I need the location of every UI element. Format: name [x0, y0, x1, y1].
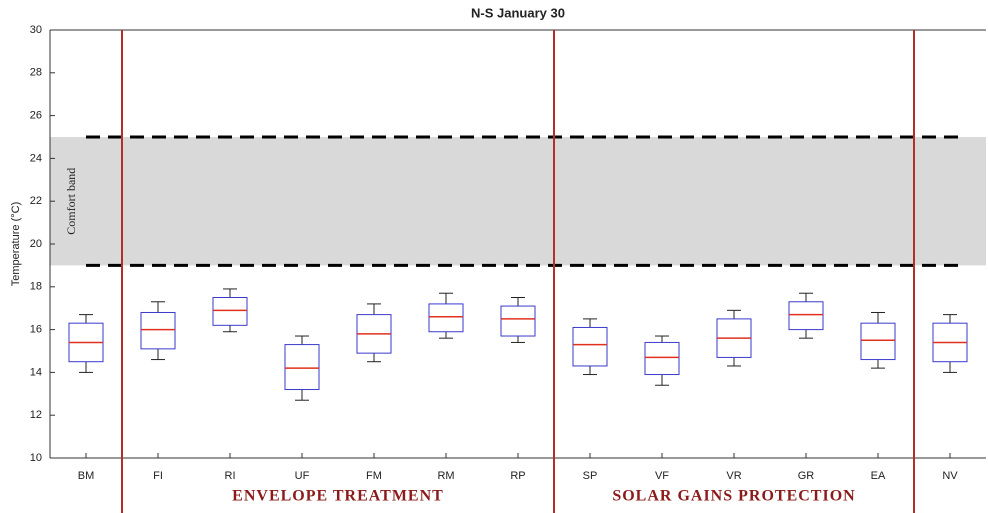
box-plot: [284, 335, 320, 401]
y-tick-label: 30: [30, 24, 42, 36]
x-tick-label: BM: [78, 470, 95, 482]
y-tick-label: 18: [30, 281, 42, 293]
box-plot: [932, 314, 968, 373]
group-label: SOLAR GAINS PROTECTION: [612, 488, 855, 505]
box: [284, 344, 320, 391]
y-tick-label: 10: [30, 452, 42, 464]
x-tick-label: GR: [798, 470, 815, 482]
box: [572, 326, 608, 367]
box-plot: [356, 303, 392, 363]
box: [788, 301, 824, 331]
y-tick-label: 20: [30, 238, 42, 250]
box-plot: [500, 297, 536, 343]
y-tick-label: 26: [30, 110, 42, 122]
x-tick-label: RP: [510, 470, 525, 482]
x-tick-label: EA: [871, 470, 886, 482]
y-tick-label: 16: [30, 324, 42, 336]
box: [644, 341, 680, 376]
y-tick-label: 28: [30, 67, 42, 79]
x-tick-label: RM: [437, 470, 454, 482]
x-tick-label: VF: [655, 470, 669, 482]
box-plot: [788, 292, 824, 339]
box-plot: [716, 309, 752, 367]
box-plot: [572, 318, 608, 376]
group-label: ENVELOPE TREATMENT: [232, 488, 444, 505]
comfort-band: [50, 137, 986, 266]
box-plot: [68, 314, 104, 373]
y-tick-label: 14: [30, 366, 42, 378]
y-tick-label: 22: [30, 195, 42, 207]
box: [500, 305, 536, 337]
x-tick-label: FI: [153, 470, 163, 482]
box: [428, 303, 464, 333]
box-plot: [428, 292, 464, 339]
box-plot: [212, 288, 248, 333]
y-axis-label: Temperature (°C): [10, 202, 22, 286]
box-plot: [860, 311, 896, 369]
x-tick-label: NV: [942, 470, 958, 482]
box: [860, 322, 896, 361]
x-tick-label: FM: [366, 470, 382, 482]
y-tick-label: 12: [30, 409, 42, 421]
x-tick-label: UF: [295, 470, 310, 482]
comfort-band-label: Comfort band: [64, 168, 78, 235]
x-tick-label: VR: [726, 470, 741, 482]
box-plot: [140, 301, 176, 361]
chart-title: N-S January 30: [471, 5, 565, 20]
box-plot: [644, 335, 680, 386]
box: [140, 311, 176, 350]
x-tick-label: SP: [583, 470, 598, 482]
x-tick-label: RI: [225, 470, 236, 482]
box: [212, 297, 248, 326]
y-tick-label: 24: [30, 152, 42, 164]
